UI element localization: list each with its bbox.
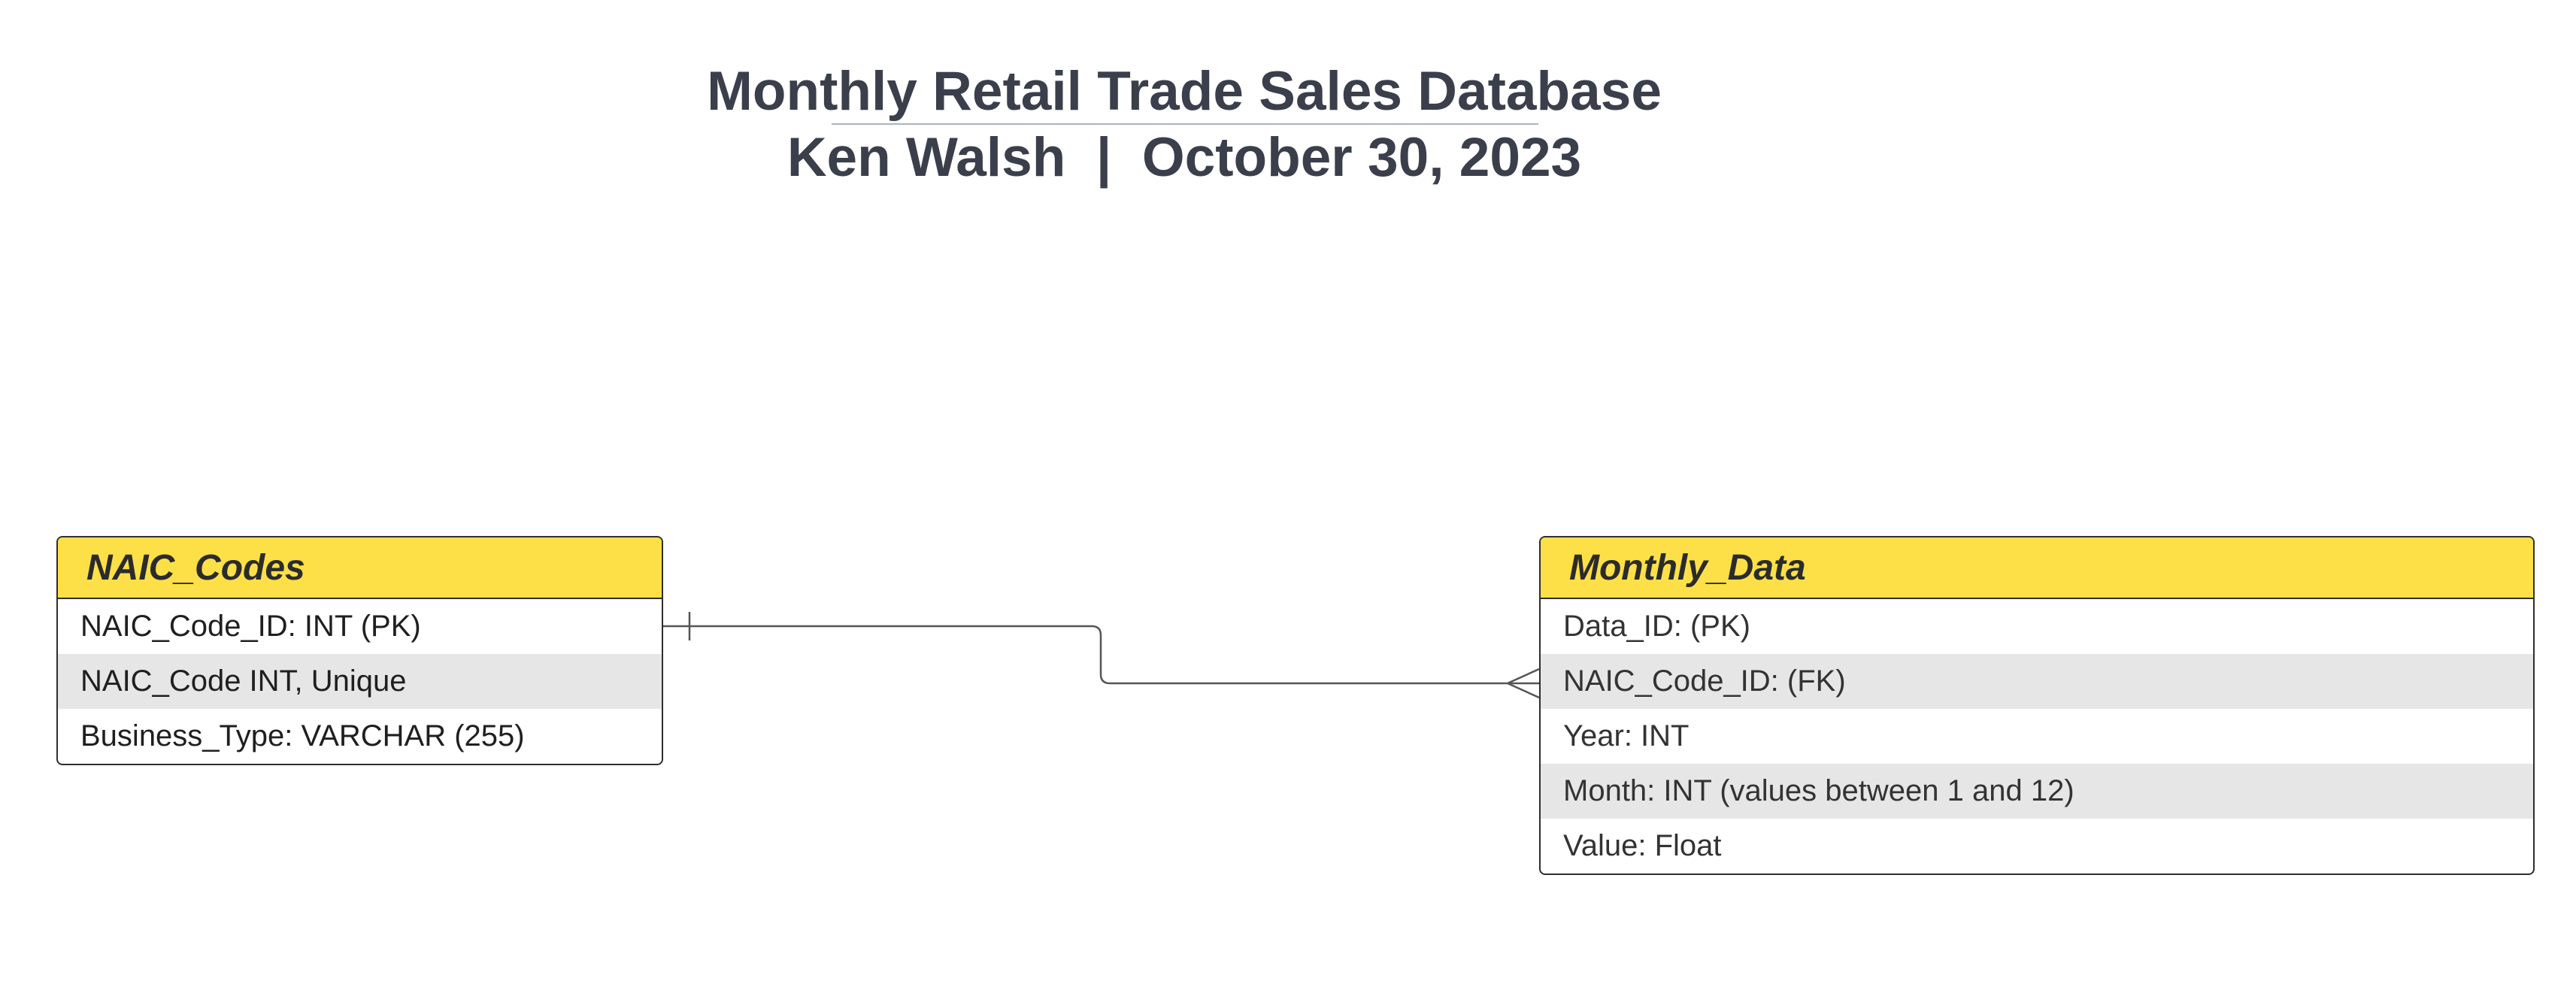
attribute-value: Value: Float [1563, 829, 1722, 862]
attribute-naic-code-id: NAIC_Code_ID: INT (PK) [80, 610, 421, 643]
attribute-year: Year: INT [1563, 719, 1690, 752]
entity-monthly-data[interactable]: Monthly_Data Data_ID: (PK) NAIC_Code_ID:… [1539, 536, 2535, 875]
title-underline [832, 123, 1538, 125]
attribute-data-id: Data_ID: (PK) [1563, 610, 1750, 643]
attribute-naic-code: NAIC_Code INT, Unique [58, 654, 662, 709]
relationship-line [663, 625, 1539, 685]
title-line-1: Monthly Retail Trade Sales Database [707, 61, 1662, 122]
title-line-2: Ken Walsh | October 30, 2023 [786, 127, 1582, 188]
diagram-title: Monthly Retail Trade Sales Database Ken … [0, 59, 2368, 191]
attribute-naic-code-id-fk: NAIC_Code_ID: (FK) [1541, 654, 2533, 709]
attribute-month: Month: INT (values between 1 and 12) [1541, 764, 2533, 819]
entity-header-naic-codes: NAIC_Codes [58, 537, 662, 599]
attribute-business-type: Business_Type: VARCHAR (255) [80, 719, 525, 752]
entity-naic-codes[interactable]: NAIC_Codes NAIC_Code_ID: INT (PK) NAIC_C… [56, 536, 663, 765]
many-cardinality-marker [1507, 668, 1540, 699]
entity-header-monthly-data: Monthly_Data [1541, 537, 2533, 599]
